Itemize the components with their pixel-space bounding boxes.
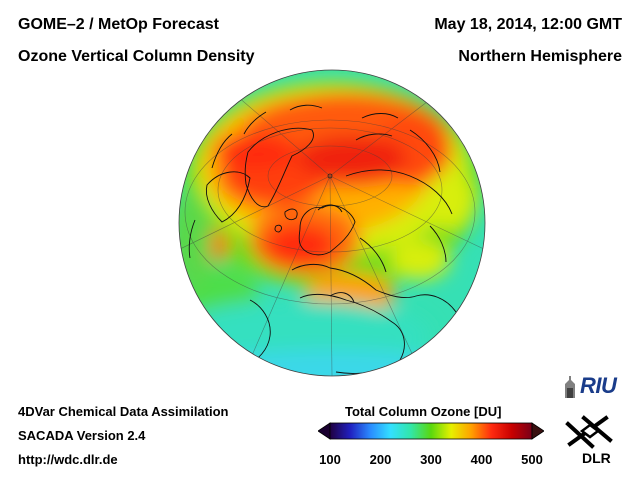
forecast-date: May 18, 2014, 12:00 GMT <box>434 16 622 33</box>
assimilation-label: 4DVar Chemical Data Assimilation <box>18 404 229 419</box>
colorbar-low-arrow <box>318 422 331 440</box>
riu-logo: RIU <box>580 373 617 398</box>
colorbar-high-arrow <box>531 422 544 440</box>
colorbar-tick-label: 200 <box>369 452 392 467</box>
dlr-logo-icon <box>565 415 613 449</box>
dlr-logo: DLR <box>582 450 611 466</box>
colorbar-gradient <box>329 422 533 440</box>
colorbar-title: Total Column Ozone [DU] <box>345 404 502 419</box>
forecast-title: GOME–2 / MetOp Forecast <box>18 16 219 33</box>
product-title: Ozone Vertical Column Density <box>18 48 255 65</box>
colorbar-tick-label: 100 <box>319 452 341 467</box>
version-label: SACADA Version 2.4 <box>18 428 146 443</box>
colorbar-tick-label: 400 <box>470 452 493 467</box>
riu-logo-icon <box>565 376 575 398</box>
ozone-colorbar <box>318 422 544 440</box>
colorbar-tick-label: 500 <box>521 452 543 467</box>
colorbar-tick-label: 300 <box>420 452 442 467</box>
website-link[interactable]: http://wdc.dlr.de <box>18 452 118 467</box>
hemisphere-label: Northern Hemisphere <box>458 48 622 65</box>
